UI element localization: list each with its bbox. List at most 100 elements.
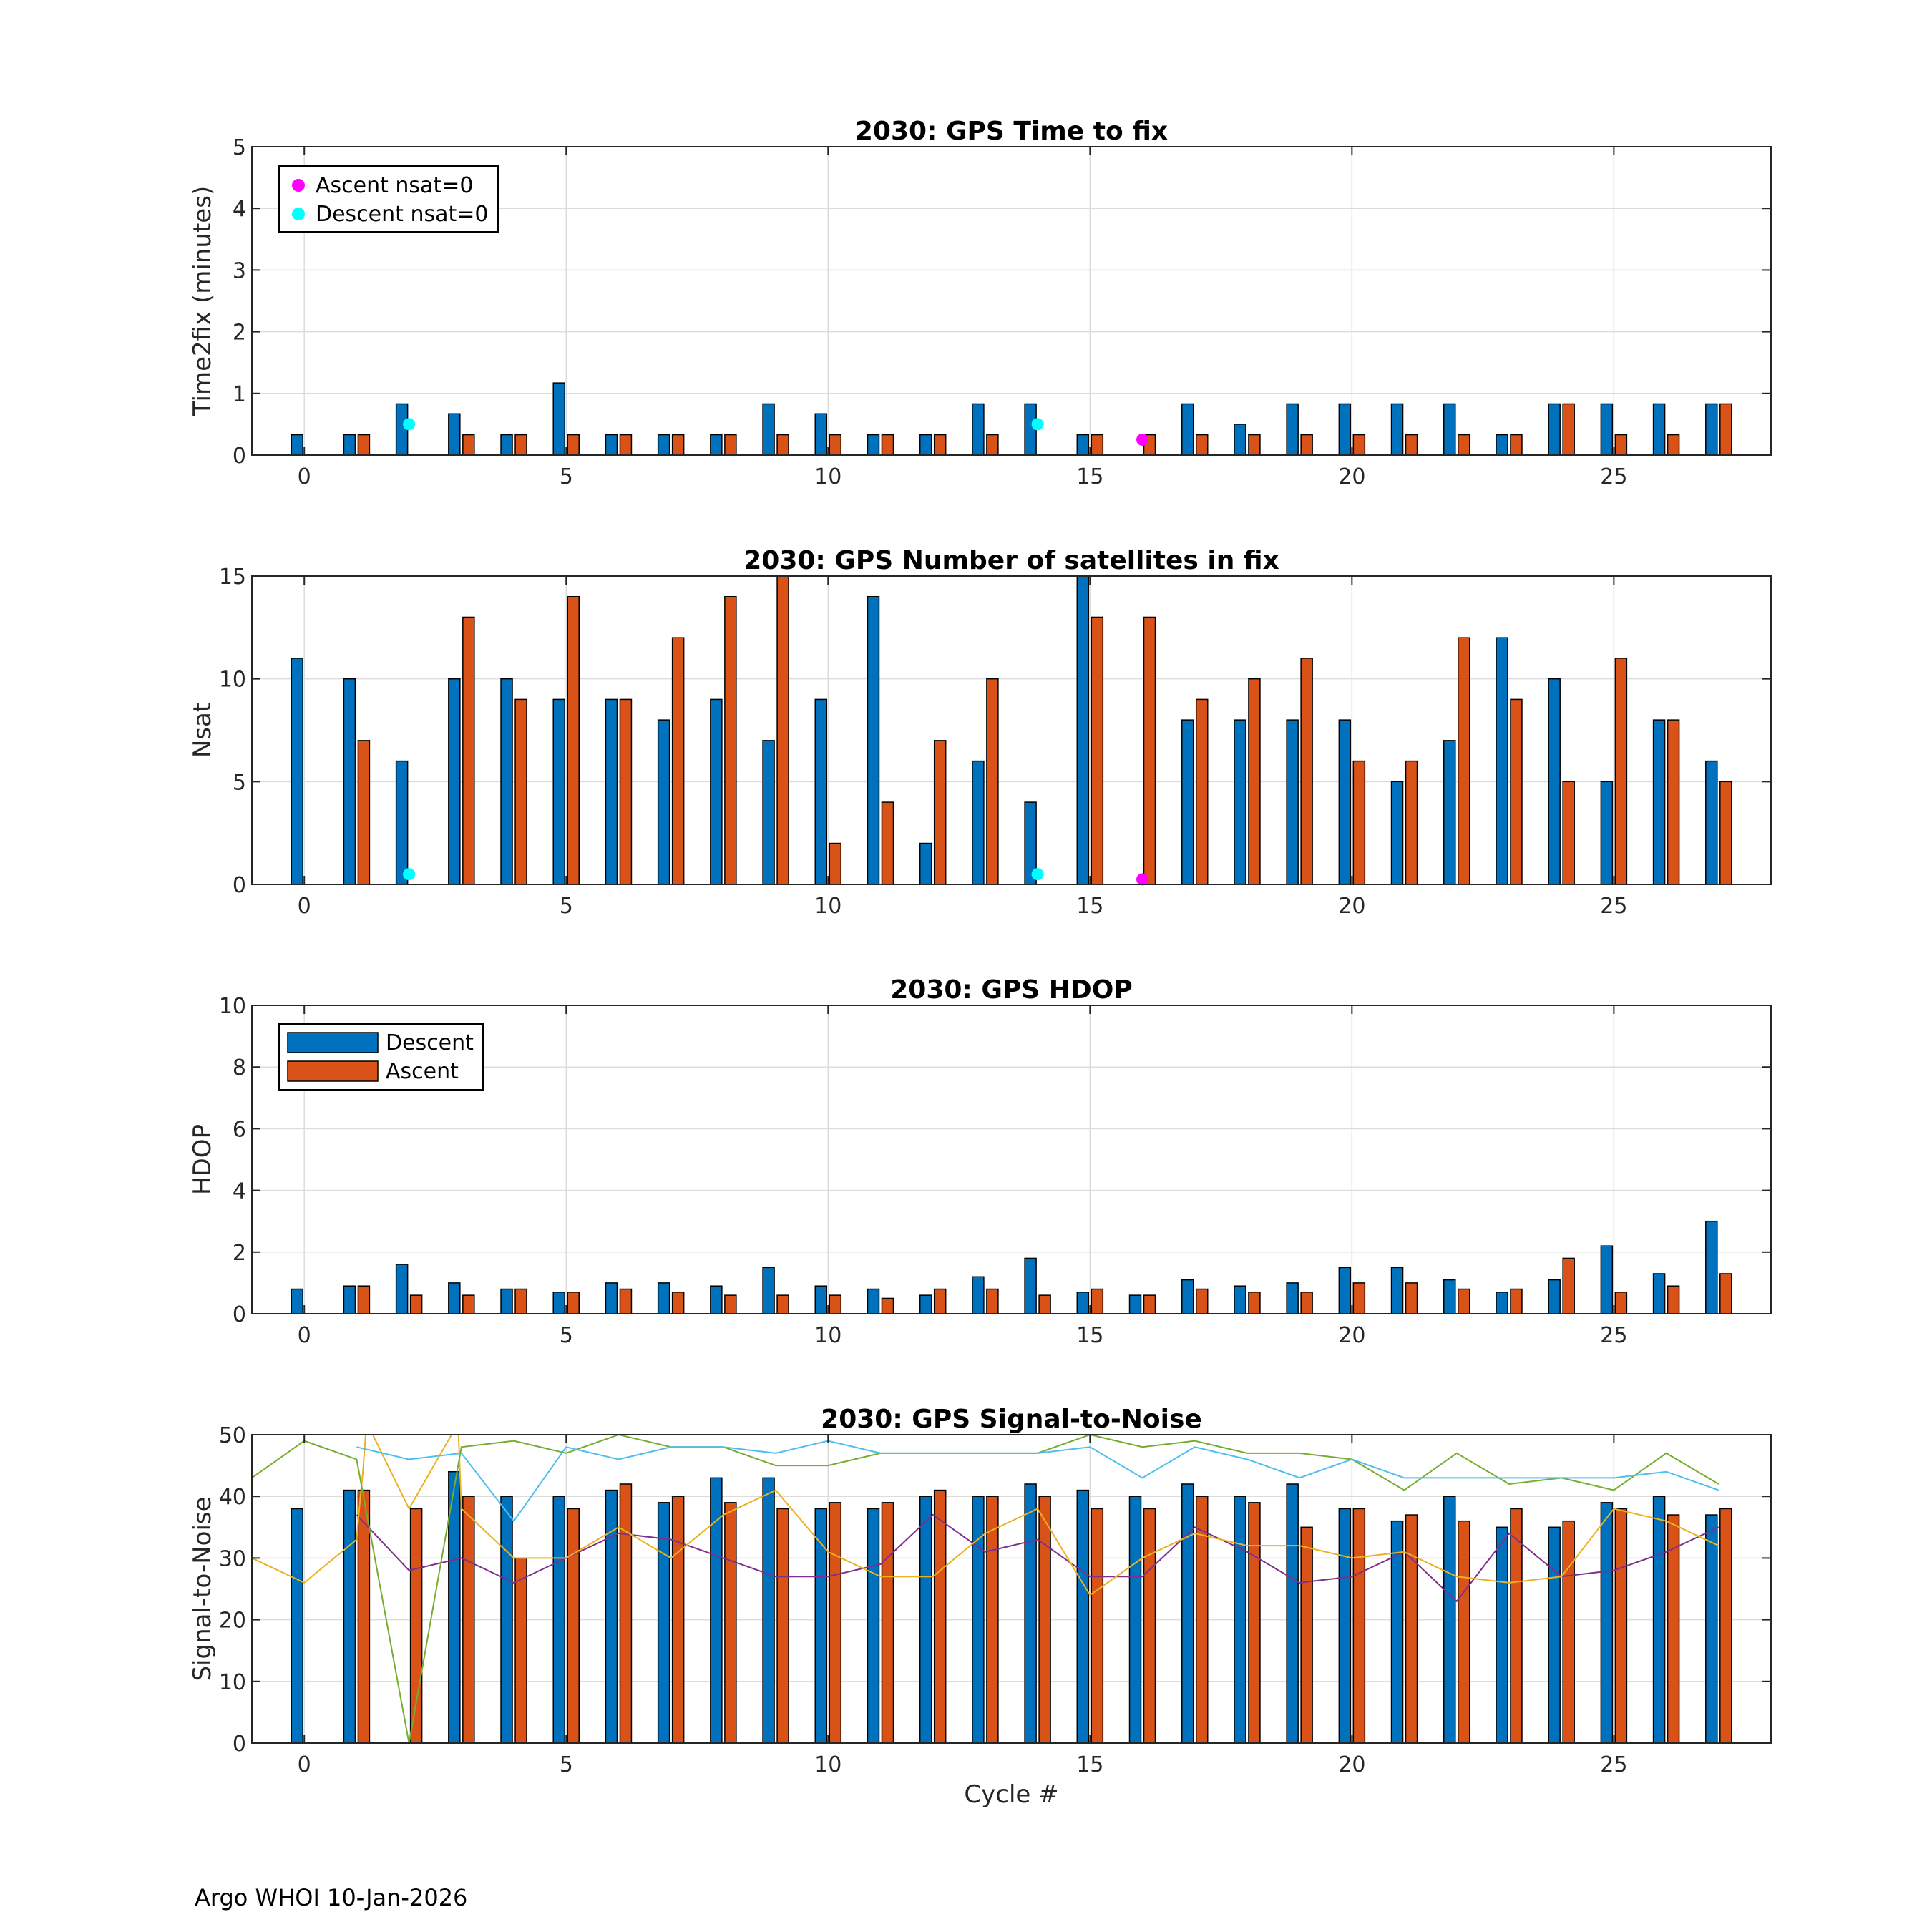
ascent-bar xyxy=(567,1292,580,1314)
ascent-bar xyxy=(1719,781,1732,884)
descent-bar xyxy=(657,434,670,455)
descent-bar xyxy=(657,1282,670,1314)
y-tick-label: 0 xyxy=(233,1302,246,1327)
ascent-bar xyxy=(1562,403,1575,455)
ascent-bar xyxy=(357,740,371,884)
ascent-bar xyxy=(933,1288,947,1314)
ascent-bar xyxy=(1300,1526,1313,1743)
y-tick-label: 50 xyxy=(219,1423,246,1448)
ascent-bar xyxy=(1038,1496,1051,1743)
ascent-bar xyxy=(1405,434,1418,455)
descent-bar xyxy=(1705,1220,1718,1314)
ascent-bar xyxy=(1405,760,1418,884)
ascent-bar xyxy=(1143,1294,1156,1314)
descent-bar xyxy=(867,434,880,455)
ascent-bar xyxy=(933,434,947,455)
ascent-nsat0-marker xyxy=(1136,873,1149,886)
descent-bar xyxy=(1181,1279,1194,1314)
descent-bar xyxy=(972,1276,985,1314)
descent-bar xyxy=(657,719,670,884)
descent-bar xyxy=(500,434,513,455)
ascent-bar xyxy=(619,434,633,455)
y-tick-label: 10 xyxy=(219,994,246,1019)
descent-bar xyxy=(448,678,461,884)
descent-bar xyxy=(1600,403,1614,455)
y-tick-label: 6 xyxy=(233,1117,246,1142)
ascent-bar xyxy=(462,616,475,884)
panel-2: 0 5 10 15 20 25 0 2 4 6 8 10 2030: GPS HDOP HDOP Desce… xyxy=(188,975,1772,1348)
x-tick-label: 0 xyxy=(298,1323,311,1348)
chart-title: 2030: GPS HDOP xyxy=(890,975,1133,1005)
descent-bar xyxy=(972,403,985,455)
descent-bar xyxy=(919,842,932,884)
descent-bar xyxy=(1234,719,1246,884)
ascent-bar xyxy=(724,595,737,884)
ascent-bar xyxy=(1614,658,1628,884)
descent-bar xyxy=(343,434,356,455)
bars-group xyxy=(291,382,1732,455)
descent-bar xyxy=(500,1496,513,1743)
ascent-bar xyxy=(357,1489,371,1743)
x-tick-label: 15 xyxy=(1076,464,1103,489)
ascent-bar xyxy=(1719,1508,1732,1743)
y-tick-label: 30 xyxy=(219,1546,246,1571)
chart-title: 2030: GPS Signal-to-Noise xyxy=(821,1405,1202,1434)
ascent-bar xyxy=(829,434,842,455)
bars-group xyxy=(291,576,1732,884)
ascent-bar xyxy=(1248,1292,1261,1314)
ascent-bar xyxy=(724,1294,737,1314)
descent-bar xyxy=(1390,403,1404,455)
ascent-bar xyxy=(1614,434,1628,455)
x-tick-label: 5 xyxy=(560,464,573,489)
ascent-bar xyxy=(357,1285,371,1314)
ascent-bar xyxy=(1405,1514,1418,1743)
ascent-bar xyxy=(514,698,527,884)
ascent-bar xyxy=(1458,1288,1470,1314)
descent-bar xyxy=(1496,434,1508,455)
legend-descent-swatch xyxy=(287,1032,379,1053)
ascent-bar xyxy=(933,740,947,884)
y-tick-label: 5 xyxy=(233,135,246,160)
ascent-bar xyxy=(1352,1282,1366,1314)
descent-bar xyxy=(500,678,513,884)
descent-bar xyxy=(1181,719,1194,884)
bars-group xyxy=(291,1220,1732,1314)
y-axis-label: Time2fix (minutes) xyxy=(188,186,217,416)
ascent-bar xyxy=(409,1294,423,1314)
descent-bar xyxy=(1286,403,1299,455)
descent-bar xyxy=(1076,1292,1090,1314)
panel-0: 0 5 10 15 20 25 0 1 2 3 4 5 2030: GPS Time to fix Tim… xyxy=(188,117,1772,489)
ascent-bar xyxy=(1667,1285,1680,1314)
ascent-bar xyxy=(1458,1520,1470,1743)
descent-bar xyxy=(1390,1520,1404,1743)
descent-bar xyxy=(1234,1285,1246,1314)
descent-bar xyxy=(1548,678,1561,884)
descent-bar xyxy=(343,1285,356,1314)
axes-box xyxy=(251,146,1772,456)
descent-bar xyxy=(1496,1292,1508,1314)
descent-bar xyxy=(605,434,618,455)
descent-bar xyxy=(1024,403,1037,455)
descent-bar xyxy=(1390,781,1404,884)
ascent-bar xyxy=(1195,1288,1209,1314)
y-tick-label: 4 xyxy=(233,197,246,222)
ascent-bar xyxy=(1667,1514,1680,1743)
ascent-bar xyxy=(619,1483,633,1743)
x-tick-label: 10 xyxy=(814,1323,841,1348)
descent-bar xyxy=(1286,719,1299,884)
descent-bar xyxy=(448,1282,461,1314)
ascent-bar xyxy=(724,1502,737,1743)
ascent-bar xyxy=(1562,1257,1575,1314)
descent-bar xyxy=(1443,1496,1456,1743)
legend: Descent Ascent xyxy=(278,1023,484,1091)
ascent-bar xyxy=(1614,1292,1628,1314)
ascent-bar xyxy=(881,1502,894,1743)
x-tick-label: 15 xyxy=(1076,1323,1103,1348)
ascent-bar xyxy=(1352,434,1366,455)
x-tick-label: 5 xyxy=(560,1752,573,1777)
y-tick-label: 0 xyxy=(233,444,246,469)
ascent-bar xyxy=(776,1294,789,1314)
ascent-bar xyxy=(881,1297,894,1314)
footer-text: Argo WHOI 10-Jan-2026 xyxy=(195,1884,467,1911)
